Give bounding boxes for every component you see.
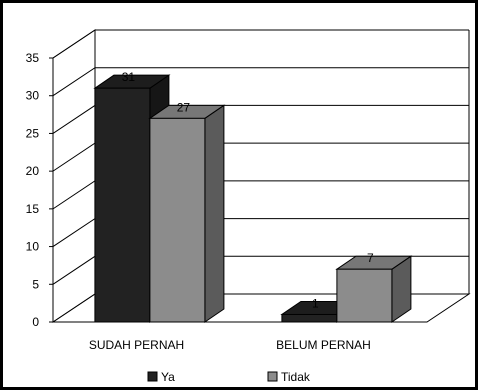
tick-labels: 0 5 10 15 20 25 30 35 31 27 SUDAH PERNAH 1 7 BELUM PE… — [26, 51, 374, 352]
bar — [148, 104, 226, 323]
data-label: 27 — [177, 100, 191, 114]
y-tick-label: 30 — [26, 89, 40, 103]
bar-side — [204, 104, 225, 323]
legend-item: Tidak — [267, 370, 311, 384]
legend-swatch — [147, 371, 158, 382]
gridline — [52, 29, 469, 59]
y-tick-label: 25 — [26, 126, 40, 140]
data-label: 31 — [122, 70, 136, 84]
x-tick-label: BELUM PERNAH — [276, 338, 371, 352]
bar-front — [94, 87, 151, 323]
legend-item: Ya — [147, 370, 175, 384]
bars — [93, 74, 413, 323]
y-tick-label: 5 — [32, 277, 39, 291]
legend-label: Tidak — [281, 370, 311, 384]
y-tick-label: 20 — [26, 164, 40, 178]
legend: Ya Tidak — [147, 370, 311, 384]
chart-side-wall — [52, 29, 96, 323]
y-tick-label: 0 — [32, 315, 39, 329]
legend-label: Ya — [161, 370, 175, 384]
bar-front — [149, 117, 206, 323]
bar — [335, 255, 413, 323]
bar-front — [281, 313, 338, 323]
legend-swatch — [267, 371, 278, 382]
data-label: 7 — [367, 251, 374, 265]
data-label: 1 — [312, 296, 319, 310]
y-tick-label: 10 — [26, 240, 40, 254]
bar-chart: 0 5 10 15 20 25 30 35 31 27 SUDAH PERNAH 1 7 BELUM PE… — [26, 29, 471, 384]
y-tick-label: 15 — [26, 202, 40, 216]
x-tick-label: SUDAH PERNAH — [89, 338, 184, 352]
bar-front — [336, 268, 393, 323]
y-tick-label: 35 — [26, 51, 40, 65]
gridline — [52, 67, 469, 97]
